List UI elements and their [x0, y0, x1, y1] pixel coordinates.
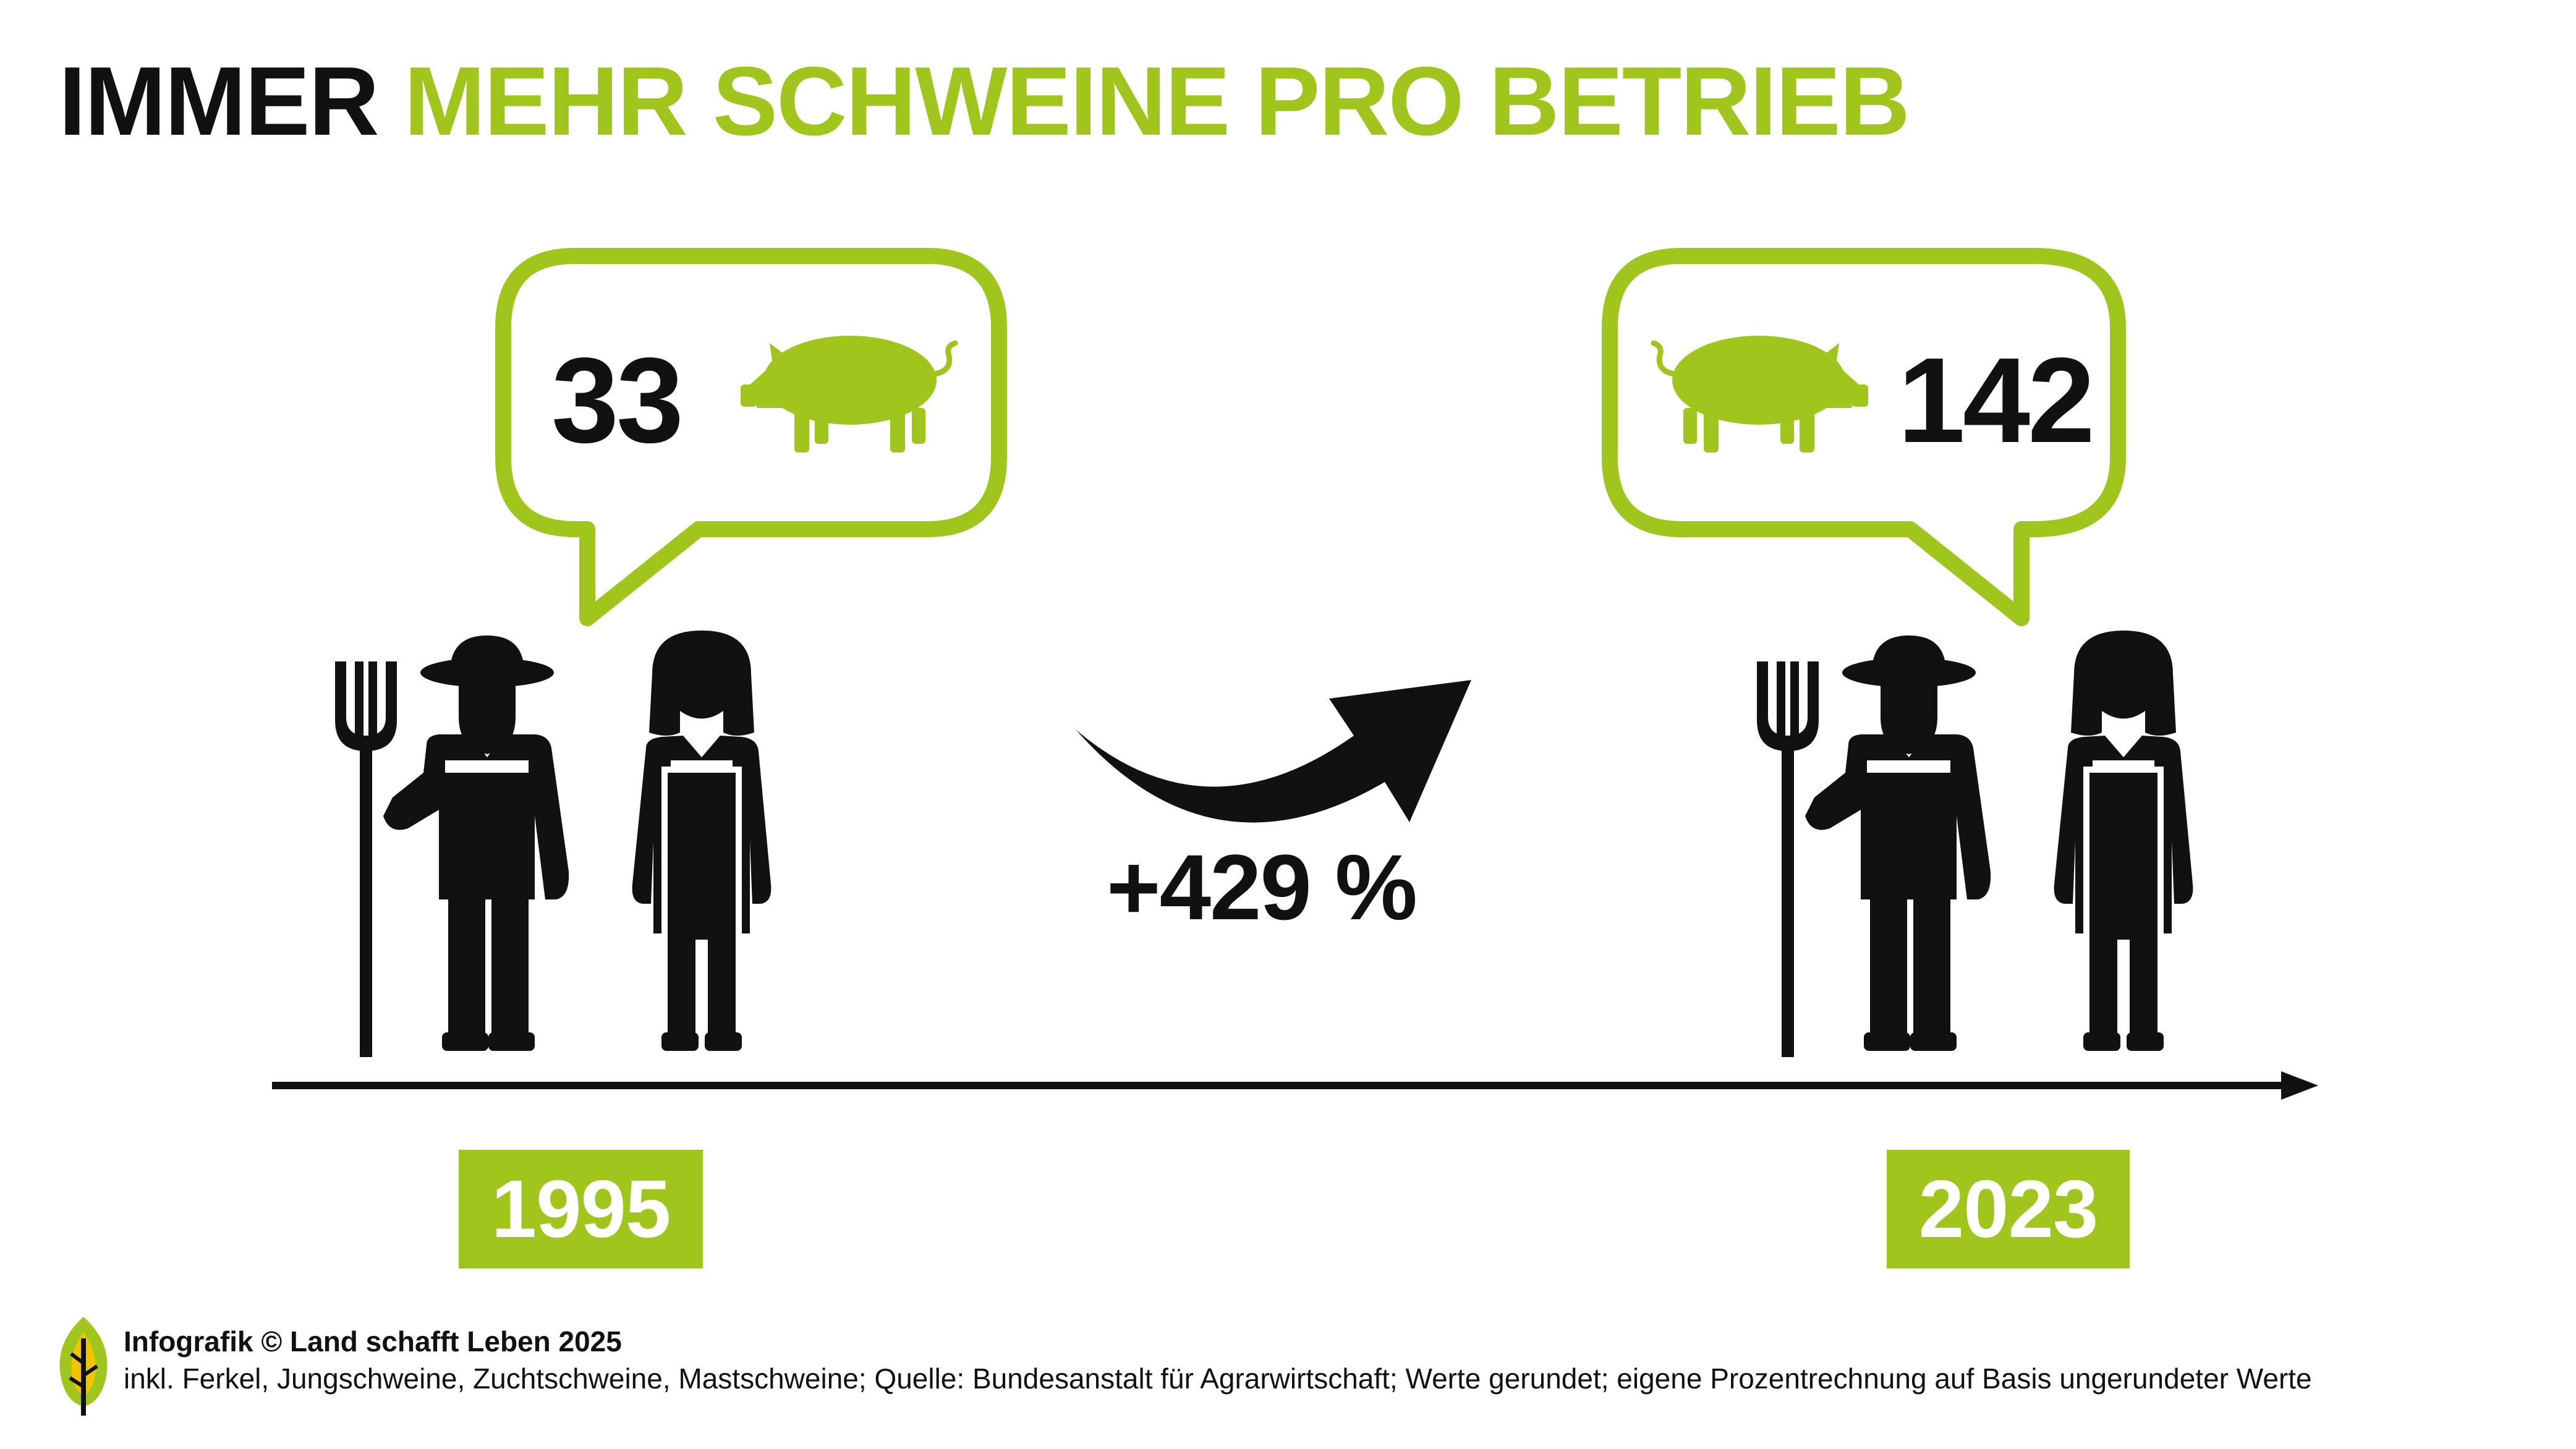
- pig-count-2023: 142: [1898, 333, 2095, 468]
- year-badge-1995: 1995: [459, 1150, 703, 1268]
- pig-count-1995: 33: [551, 333, 684, 468]
- percent-change-label: +429 %: [1107, 835, 1418, 939]
- farmer-man-icon: [1757, 635, 1991, 1057]
- timeline-arrow: [272, 1071, 2318, 1100]
- title-accent-part: MEHR SCHWEINE PRO BETRIEB: [404, 47, 1910, 156]
- title-dark-part: IMMER: [59, 47, 380, 156]
- page-title: IMMER MEHR SCHWEINE PRO BETRIEB: [59, 53, 1910, 150]
- footer-credit: Infografik © Land schafft Leben 2025: [124, 1325, 622, 1358]
- footer: Infografik © Land schafft Leben 2025 ink…: [124, 1323, 2312, 1397]
- pig-icon: [1651, 336, 1868, 453]
- farmer-man-icon: [335, 635, 569, 1057]
- speech-bubble-right: 142: [1601, 247, 2133, 631]
- footer-note: inkl. Ferkel, Jungschweine, Zuchtschwein…: [124, 1362, 2312, 1395]
- year-badge-2023: 2023: [1887, 1150, 2130, 1268]
- farmer-woman-icon: [632, 631, 772, 1051]
- leaf-logo-icon: [59, 1317, 108, 1416]
- speech-bubble-left: 33: [495, 247, 1008, 631]
- growth-arrow-icon: [1076, 680, 1471, 823]
- farmer-woman-icon: [2054, 631, 2193, 1051]
- pig-icon: [741, 336, 958, 453]
